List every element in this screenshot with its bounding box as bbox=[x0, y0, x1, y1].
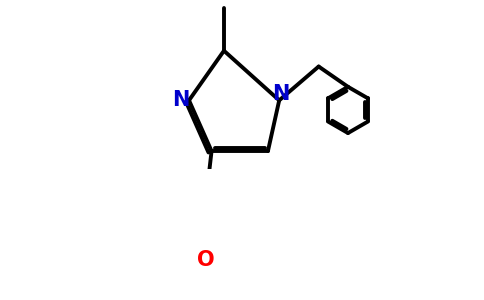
Text: N: N bbox=[172, 90, 190, 110]
Text: O: O bbox=[197, 250, 215, 270]
Text: N: N bbox=[272, 84, 289, 104]
